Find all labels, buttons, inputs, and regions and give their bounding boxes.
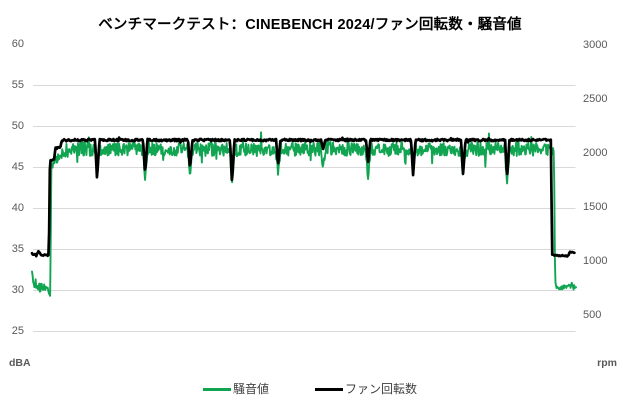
right-axis-unit-label: rpm	[597, 357, 617, 369]
left-axis-tick: 50	[11, 120, 24, 132]
left-axis-tick: 60	[11, 38, 24, 50]
right-axis-tick: 1500	[583, 200, 608, 213]
right-axis-tick: 3000	[583, 38, 608, 51]
right-axis-tick: 2000	[583, 146, 608, 159]
right-axis-tick: 500	[583, 308, 602, 321]
legend-label-noise: 騒音値	[232, 382, 269, 396]
legend-item-fan: ファン回転数	[315, 382, 417, 396]
legend-item-noise: 騒音値	[202, 382, 269, 396]
series-line-fan	[30, 136, 576, 258]
left-axis-unit-label: dBA	[9, 357, 31, 369]
left-axis-tick: 25	[11, 325, 24, 337]
noise-series-swatch-icon	[202, 387, 231, 391]
legend-label-fan: ファン回転数	[345, 382, 418, 396]
series-line-noise	[31, 131, 577, 297]
left-axis-tick: 40	[11, 202, 24, 214]
right-axis-tick: 1000	[583, 254, 608, 267]
chart-title: ベンチマークテスト：CINEBENCH 2024/ファン回転数・騒音値	[98, 17, 522, 33]
left-axis-tick: 55	[11, 79, 24, 91]
legend: 騒音値 ファン回転数	[0, 380, 620, 398]
fan-series-swatch-icon	[315, 387, 343, 391]
left-axis-tick: 35	[11, 243, 24, 255]
left-axis-tick: 45	[11, 161, 24, 173]
right-axis-tick: 2500	[583, 92, 608, 105]
left-axis-tick: 30	[11, 284, 24, 296]
